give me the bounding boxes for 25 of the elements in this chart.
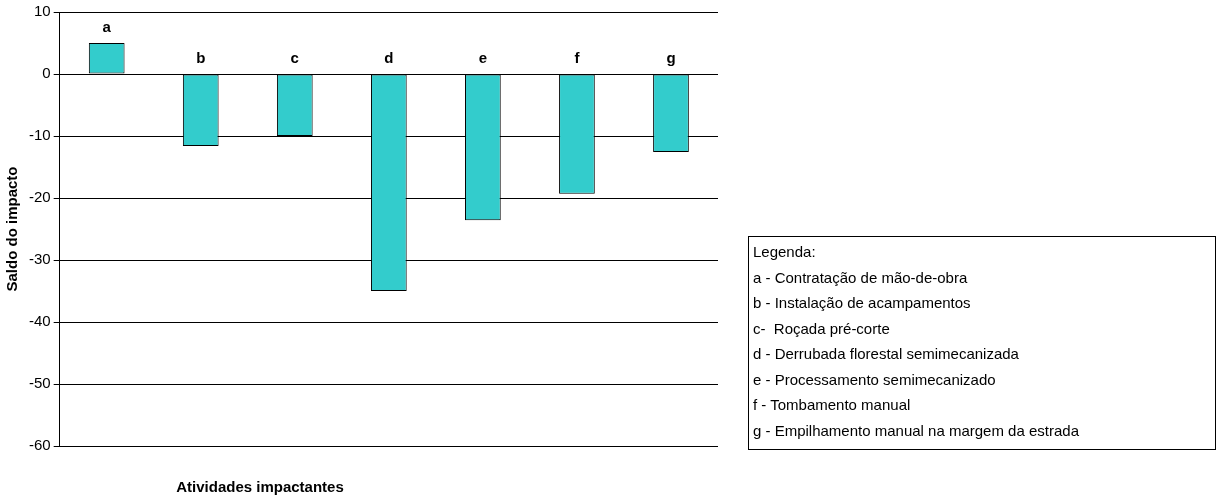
text: a - Contratação de mão-de-obra bbox=[753, 267, 969, 288]
x-tick-label: b bbox=[196, 48, 206, 66]
y-tick-label: -30 bbox=[28, 250, 51, 268]
text: e - Processamento semimecanizado bbox=[753, 369, 997, 390]
x-tick-label: c bbox=[290, 48, 299, 66]
text: b - Instalação de acampamentos bbox=[753, 293, 972, 313]
y-tick-label: -50 bbox=[28, 374, 51, 392]
y-tick-label: -20 bbox=[28, 188, 51, 206]
x-tick-label: f bbox=[574, 48, 581, 66]
y-tick-label: -10 bbox=[28, 126, 51, 144]
text: f - Tombamento manual bbox=[753, 395, 912, 415]
x-tick-label: a bbox=[102, 17, 112, 35]
text: Legenda: bbox=[753, 242, 817, 262]
y-tick-label: 10 bbox=[33, 2, 51, 20]
x-tick-label: e bbox=[478, 48, 488, 66]
y-tick-label: -40 bbox=[28, 312, 51, 330]
text: g - Empilhamento manual na margem da estrada bbox=[753, 420, 1080, 441]
x-tick-label: d bbox=[384, 48, 394, 66]
y-tick-label: 0 bbox=[42, 64, 51, 82]
text: d - Derrubada florestal semimecanizada bbox=[753, 344, 1020, 364]
y-tick-label: -60 bbox=[28, 436, 51, 454]
text: c- Roçada pré-corte bbox=[753, 318, 891, 339]
x-tick-label: g bbox=[666, 48, 676, 66]
y-axis-title: Saldo do impacto bbox=[3, 166, 21, 292]
x-axis-title: Atividades impactantes bbox=[175, 478, 345, 495]
